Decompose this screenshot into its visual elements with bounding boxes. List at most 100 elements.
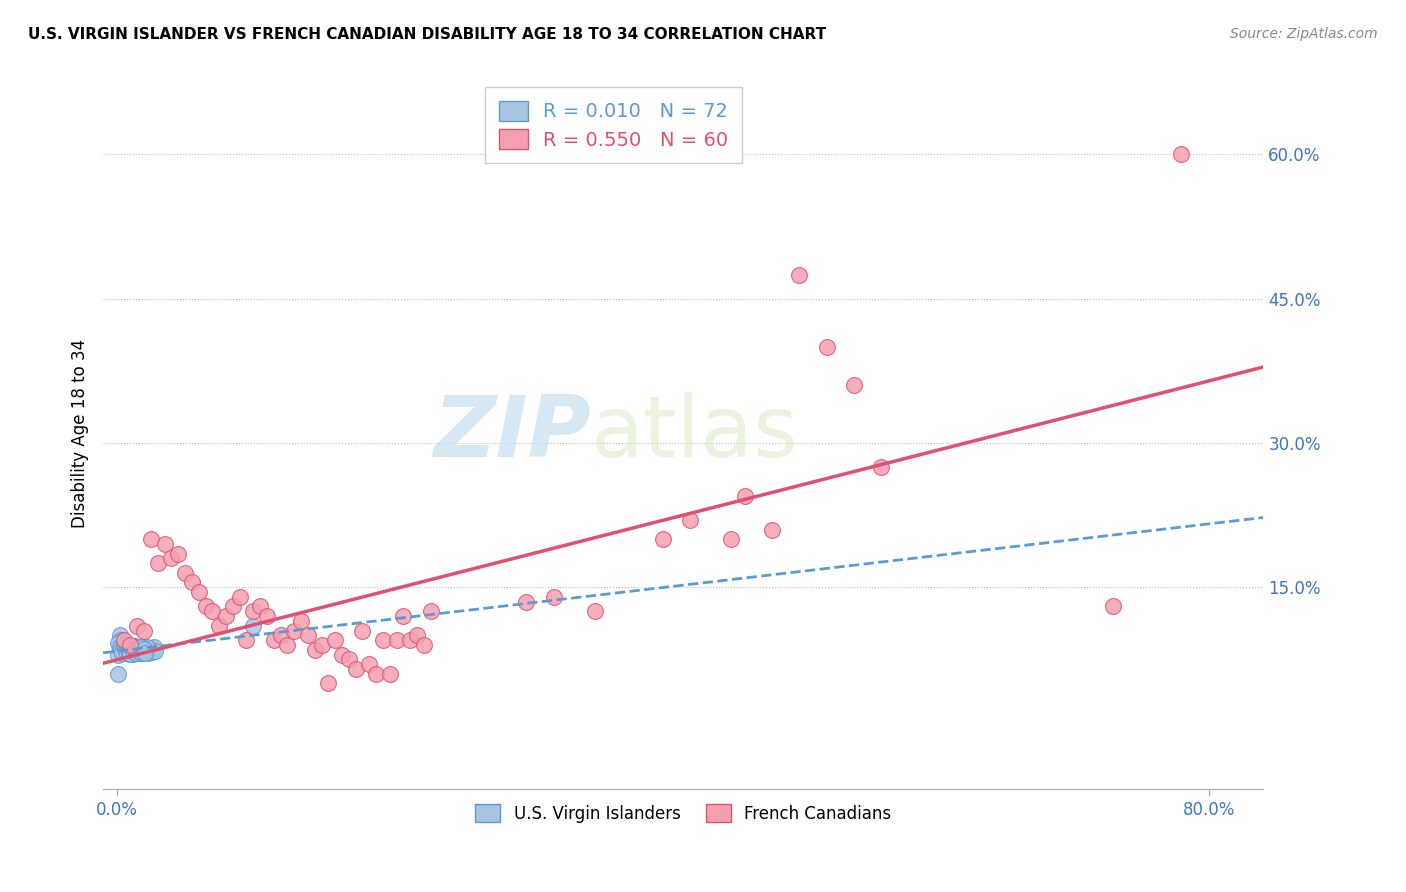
Point: [118, 643, 141, 657]
Point: [114, 646, 136, 660]
Point: [131, 640, 153, 654]
Point: [110, 642, 132, 657]
Point: [419, 604, 441, 618]
Point: [720, 532, 742, 546]
Point: [120, 647, 142, 661]
Point: [110, 633, 132, 648]
Point: [870, 460, 893, 475]
Point: [1170, 147, 1192, 161]
Point: [114, 646, 136, 660]
Point: [111, 640, 134, 654]
Point: [143, 643, 166, 657]
Point: [187, 585, 209, 599]
Point: [122, 642, 145, 657]
Point: [734, 489, 756, 503]
Point: [127, 640, 149, 654]
Point: [337, 652, 360, 666]
Point: [323, 633, 346, 648]
Point: [242, 604, 264, 618]
Text: Source: ZipAtlas.com: Source: ZipAtlas.com: [1230, 27, 1378, 41]
Point: [180, 575, 202, 590]
Point: [366, 666, 388, 681]
Point: [311, 638, 333, 652]
Point: [352, 624, 374, 638]
Point: [136, 646, 159, 660]
Point: [129, 645, 152, 659]
Point: [139, 640, 162, 655]
Point: [115, 643, 138, 657]
Point: [174, 566, 197, 580]
Point: [124, 640, 146, 655]
Point: [115, 638, 138, 652]
Point: [122, 647, 145, 661]
Text: atlas: atlas: [591, 392, 799, 475]
Point: [160, 551, 183, 566]
Point: [242, 618, 264, 632]
Point: [134, 646, 156, 660]
Point: [114, 640, 136, 655]
Point: [112, 638, 135, 652]
Point: [139, 532, 162, 546]
Point: [110, 636, 132, 650]
Point: [122, 643, 145, 657]
Point: [107, 666, 129, 681]
Point: [222, 599, 245, 614]
Point: [117, 641, 139, 656]
Point: [115, 640, 138, 654]
Point: [679, 513, 702, 527]
Point: [138, 642, 160, 657]
Point: [228, 590, 250, 604]
Point: [412, 638, 434, 652]
Point: [132, 643, 155, 657]
Point: [543, 590, 565, 604]
Point: [330, 648, 353, 662]
Point: [135, 640, 157, 654]
Point: [276, 638, 298, 652]
Point: [132, 642, 155, 657]
Point: [121, 639, 143, 653]
Point: [135, 641, 157, 656]
Point: [121, 645, 143, 659]
Point: [406, 628, 429, 642]
Point: [129, 642, 152, 657]
Point: [304, 642, 326, 657]
Point: [120, 647, 142, 661]
Point: [235, 633, 257, 648]
Point: [128, 640, 150, 655]
Point: [128, 646, 150, 660]
Legend: U.S. Virgin Islanders, French Canadians: U.S. Virgin Islanders, French Canadians: [464, 793, 903, 834]
Point: [515, 595, 537, 609]
Point: [392, 609, 415, 624]
Point: [132, 645, 155, 659]
Point: [132, 624, 155, 638]
Point: [1102, 599, 1125, 614]
Point: [378, 666, 401, 681]
Point: [371, 633, 394, 648]
Text: ZIP: ZIP: [433, 392, 591, 475]
Point: [132, 640, 155, 654]
Point: [194, 599, 217, 614]
Point: [131, 646, 153, 660]
Point: [118, 645, 141, 659]
Point: [787, 268, 810, 282]
Point: [124, 639, 146, 653]
Point: [107, 648, 129, 662]
Point: [127, 642, 149, 657]
Text: U.S. VIRGIN ISLANDER VS FRENCH CANADIAN DISABILITY AGE 18 TO 34 CORRELATION CHAR: U.S. VIRGIN ISLANDER VS FRENCH CANADIAN …: [28, 27, 827, 42]
Point: [359, 657, 381, 672]
Point: [125, 646, 148, 660]
Point: [761, 523, 783, 537]
Point: [842, 378, 865, 392]
Point: [132, 640, 155, 655]
Point: [318, 676, 340, 690]
Point: [815, 340, 838, 354]
Point: [124, 641, 146, 656]
Point: [108, 628, 131, 642]
Point: [283, 624, 305, 638]
Point: [215, 609, 238, 624]
Point: [120, 638, 142, 652]
Point: [256, 609, 278, 624]
Point: [131, 640, 153, 655]
Point: [208, 618, 231, 632]
Point: [167, 547, 190, 561]
